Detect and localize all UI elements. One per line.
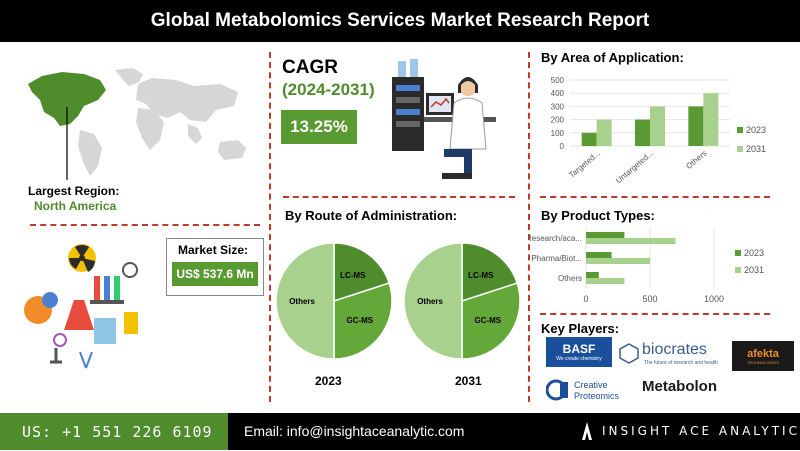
bar-2031 [586, 238, 676, 244]
x-tick-label: Targeted... [567, 149, 602, 180]
application-bar-chart: 0 100 200 300 400 500 Targeted... Untargeted...… [551, 76, 766, 186]
biocrates-logo-tagline: The future of research and health [644, 360, 718, 366]
y-tick-label: Research/aca... [528, 234, 582, 243]
y-tick-label: 200 [551, 116, 565, 125]
bar-2031 [703, 93, 719, 146]
bar-2023 [688, 106, 704, 146]
north-america-region [28, 72, 106, 126]
product-bar-chart: 0 500 1000 Research/aca... Pharma/Biot... Oth… [528, 228, 764, 304]
legend-label: 2023 [746, 125, 766, 135]
divider [30, 224, 260, 226]
legend-label: 2023 [744, 248, 764, 258]
footer-brand: INSIGHT ACE ANALYTIC [602, 424, 800, 438]
pie-slice [333, 242, 391, 303]
x-tick-label: Others [684, 149, 708, 171]
pie-slice [403, 242, 463, 360]
cagr-title: CAGR [282, 57, 338, 78]
largest-region-label: Largest Region: [28, 184, 120, 198]
creative-proteomics-mark-icon [546, 379, 568, 401]
pie-slice-label: Others [417, 297, 443, 306]
divider [269, 52, 271, 402]
legend-swatch [735, 250, 741, 256]
legend-label: 2031 [746, 144, 766, 154]
x-tick-label: Untargeted... [614, 149, 655, 186]
pie-slice [461, 242, 519, 303]
divider [528, 52, 530, 402]
bar-2023 [586, 272, 599, 278]
legend-swatch [737, 146, 743, 152]
pie-slice-label: LC-MS [340, 271, 366, 280]
bar-2031 [596, 119, 612, 146]
bar-2031 [650, 106, 665, 146]
y-tick-label: Others [558, 274, 582, 283]
largest-region-value: North America [34, 199, 117, 213]
basf-logo: BASF We create chemistry [546, 337, 612, 367]
x-tick-label: 0 [583, 294, 588, 304]
insight-ace-logo-icon [582, 422, 592, 440]
creative-proteomics-tagline: Proteomics [574, 391, 620, 401]
basf-logo-name: BASF [562, 342, 596, 356]
cagr-value: 13.25% [281, 110, 357, 144]
metabolon-logo: Metabolon [642, 378, 717, 395]
divider [540, 196, 770, 198]
market-size-label: Market Size: [178, 243, 249, 257]
divider [283, 196, 515, 198]
x-tick-label: 1000 [704, 294, 724, 304]
bar-2023 [635, 119, 650, 146]
afekta-logo: afekta TECHNOLOGIES [732, 341, 794, 371]
scientist-illustration [392, 59, 496, 179]
pie-slice [275, 242, 335, 360]
legend-swatch [737, 127, 743, 133]
product-section-title: By Product Types: [541, 208, 655, 223]
footer-phone: US: +1 551 226 6109 [0, 413, 228, 450]
application-section-title: By Area of Application: [541, 50, 684, 65]
pie-2023-year: 2023 [315, 374, 342, 388]
bar-2023 [581, 132, 597, 146]
pie-slice [461, 282, 521, 360]
y-tick-label: Pharma/Biot... [531, 254, 582, 263]
y-tick-label: 500 [551, 76, 565, 85]
biocrates-logo: biocrates The future of research and hea… [618, 338, 726, 368]
y-tick-label: 300 [551, 102, 565, 111]
bar-2023 [586, 232, 625, 238]
pie-2031-year: 2031 [455, 374, 482, 388]
lab-equipment-illustration [24, 244, 138, 369]
route-pie-2023: LC-MS GC-MS Others [275, 242, 393, 360]
y-tick-label: 400 [551, 89, 565, 98]
footer-email: Email: info@insightaceanalytic.com [244, 423, 465, 439]
page-title: Global Metabolomics Services Market Rese… [0, 0, 800, 42]
bar-2023 [586, 252, 612, 258]
y-tick-label: 100 [551, 129, 565, 138]
players-section-title: Key Players: [541, 321, 620, 336]
pie-slice-label: Others [289, 297, 315, 306]
afekta-logo-tagline: TECHNOLOGIES [747, 359, 779, 365]
legend-label: 2031 [744, 265, 764, 275]
afekta-logo-name: afekta [747, 347, 779, 360]
divider [540, 313, 770, 315]
market-size-value: US$ 537.6 Mn [172, 262, 258, 286]
world-map [28, 68, 246, 180]
legend-swatch [735, 267, 741, 273]
bar-2031 [586, 278, 625, 284]
pie-slice-label: LC-MS [468, 271, 494, 280]
route-section-title: By Route of Administration: [285, 208, 458, 223]
pie-slice-label: GC-MS [346, 316, 373, 325]
y-tick-label: 0 [560, 142, 565, 151]
creative-proteomics-name: Creative [574, 380, 608, 390]
basf-logo-tagline: We create chemistry [556, 356, 602, 362]
x-tick-label: 500 [642, 294, 657, 304]
cagr-period: (2024-2031) [282, 80, 375, 99]
creative-proteomics-logo: Creative Proteomics [546, 378, 626, 404]
biocrates-logo-name: biocrates [642, 341, 707, 358]
footer-bar [228, 413, 800, 450]
pie-slice [333, 282, 393, 360]
route-pie-2031: LC-MS GC-MS Others [403, 242, 521, 360]
pie-slice-label: GC-MS [474, 316, 501, 325]
bar-2031 [586, 258, 650, 264]
biocrates-mark-icon [619, 343, 639, 364]
